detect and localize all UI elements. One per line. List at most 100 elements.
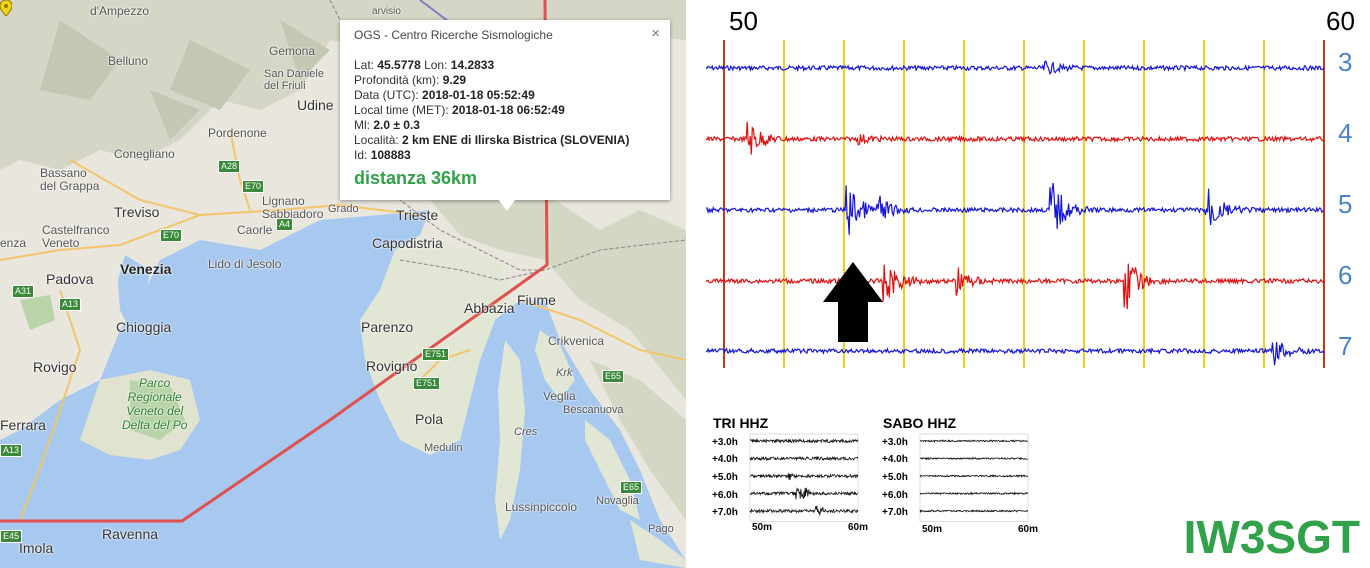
depth-label: Profondità (km): (354, 73, 443, 87)
mini-trace (749, 455, 859, 462)
place-label: Crikvenica (548, 334, 605, 348)
magnitude-row: Ml: 2.0 ± 0.3 (354, 118, 629, 133)
popup-pointer (498, 199, 516, 211)
location-row: Località: 2 km ENE di Ilirska Bistrica (… (354, 133, 629, 148)
road-shield: E65 (620, 481, 643, 494)
mini-plot-title-tri: TRI HHZ (713, 415, 769, 431)
mini-row-label: +4.0h (712, 454, 738, 465)
mini-row-label: +6.0h (712, 490, 738, 501)
mini-row-label: +7.0h (882, 507, 908, 518)
lat-label: Lat: (354, 58, 378, 72)
hour-label: 4 (1338, 118, 1353, 148)
place-label: Imola (19, 540, 54, 556)
seismic-trace (705, 263, 1325, 310)
mini-trace (919, 491, 1029, 496)
mini-row-label: +5.0h (882, 472, 908, 483)
mini-row-label: +7.0h (712, 507, 738, 518)
place-label: Pordenone (208, 126, 267, 140)
place-label: enza (0, 236, 27, 250)
local-time-row: Local time (MET): 2018-01-18 06:52:49 (354, 103, 629, 118)
id-value: 108883 (370, 148, 411, 162)
mini-row-label: +4.0h (882, 454, 908, 465)
mini-trace (749, 472, 859, 480)
place-label: Padova (46, 271, 94, 287)
place-label: Krk (556, 367, 573, 379)
place-label: Pago (648, 523, 674, 535)
lat-lon-row: Lat: 45.5778 Lon: 14.2833 (354, 58, 629, 73)
mini-plot-frame (919, 433, 1029, 522)
utc-label: Data (UTC): (354, 88, 423, 102)
id-row: Id: 108883 (354, 148, 629, 163)
depth-row: Profondità (km): 9.29 (354, 73, 629, 88)
hour-label: 5 (1338, 189, 1353, 219)
place-label: Veglia (543, 389, 576, 403)
mini-x-end: 60m (848, 522, 869, 533)
place-label: Conegliano (114, 147, 175, 161)
lon-label: Lon: (420, 58, 451, 72)
mini-plot-frame (749, 433, 859, 522)
utc-value: 2018-01-18 05:52:49 (422, 88, 535, 102)
utc-row: Data (UTC): 2018-01-18 05:52:49 (354, 88, 629, 103)
mini-x-start: 50m (752, 522, 773, 533)
park-label: Parco Regionale Veneto del Delta del Po (122, 376, 188, 432)
mini-row-label: +5.0h (712, 472, 738, 483)
seismic-trace (705, 121, 1325, 155)
close-icon[interactable]: × (651, 25, 660, 42)
seismic-trace (705, 183, 1325, 235)
mini-trace (919, 509, 1028, 513)
place-label: Cres (514, 426, 538, 438)
location-value: 2 km ENE di Ilirska Bistrica (SLOVENIA) (402, 133, 630, 147)
place-label: arvisio (372, 6, 401, 17)
mini-row-label: +3.0h (882, 437, 908, 448)
place-label: Capodistria (372, 235, 443, 251)
mini-trace (749, 487, 859, 500)
info-popup: OGS - Centro Ricerche Sismologiche × Lat… (340, 20, 670, 200)
local-time-label: Local time (MET): (354, 103, 453, 117)
place-label: Ravenna (102, 526, 159, 542)
place-label: Venezia (120, 261, 172, 277)
mini-x-start: 50m (922, 524, 943, 535)
road-shield: A4 (276, 218, 294, 231)
place-label: Novaglia (596, 495, 639, 507)
mini-trace (919, 456, 1029, 461)
local-time-value: 2018-01-18 06:52:49 (452, 103, 565, 117)
magnitude-label: Ml: (354, 118, 374, 132)
depth-value: 9.29 (442, 73, 467, 87)
hour-label: 6 (1338, 260, 1353, 290)
road-shield: E65 (602, 370, 625, 383)
mini-trace (749, 438, 859, 444)
road-shield: A13 (0, 444, 23, 457)
place-label: Lignano Sabbiadoro (262, 194, 324, 221)
road-shield: A31 (12, 285, 35, 298)
epicenter-marker-icon[interactable] (0, 0, 12, 16)
map-view[interactable]: d'Ampezzo Belluno Gemona San Daniele del… (0, 0, 686, 568)
road-shield: A13 (59, 298, 82, 311)
mini-row-label: +3.0h (712, 437, 738, 448)
location-label: Località: (354, 133, 403, 147)
place-label: d'Ampezzo (90, 4, 149, 18)
place-label: Castelfranco Veneto (42, 223, 110, 250)
minute-start-label: 50 (729, 6, 758, 36)
place-label: San Daniele del Friuli (264, 68, 324, 92)
place-label: Rovigno (366, 358, 418, 374)
place-label: Trieste (396, 207, 439, 223)
place-label: Gemona (269, 44, 316, 58)
mini-plot-title-sabo: SABO HHZ (883, 415, 957, 431)
seismogram-panel: 50 60 3 4 5 6 7 TRI HHZ +3.0h +4.0h +5.0… (686, 0, 1370, 568)
distance-text: distanza 36km (354, 168, 478, 188)
magnitude-value: 2.0 ± 0.3 (373, 118, 420, 132)
place-label: Lido di Jesolo (208, 257, 282, 271)
place-label: Pola (415, 411, 444, 427)
hour-label: 7 (1338, 331, 1353, 361)
place-label: Grado (328, 203, 359, 215)
place-label: Chioggia (116, 319, 172, 335)
place-label: Rovigo (33, 359, 77, 375)
arrow-up-icon (823, 262, 883, 342)
mini-x-end: 60m (1018, 524, 1039, 535)
place-label: Bescanuova (563, 404, 624, 416)
place-label: Bassano del Grappa (40, 166, 100, 193)
place-label: Ferrara (0, 417, 46, 433)
lat-value: 45.5778 (377, 58, 421, 72)
place-label: Belluno (108, 54, 149, 68)
lon-value: 14.2833 (450, 58, 495, 72)
